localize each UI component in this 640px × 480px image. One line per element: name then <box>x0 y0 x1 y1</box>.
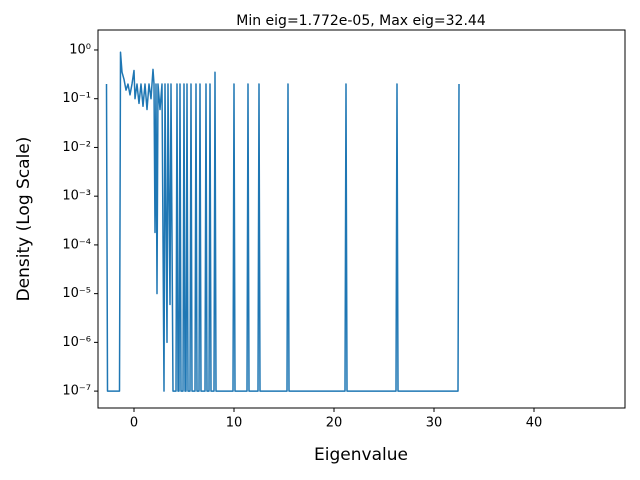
y-tick-label: 10⁻⁵ <box>62 286 91 301</box>
x-tick-label: 0 <box>130 416 138 431</box>
y-tick-label: 10⁰ <box>69 42 91 57</box>
x-tick-label: 30 <box>426 416 443 431</box>
x-tick-label: 10 <box>226 416 243 431</box>
y-axis-label: Density (Log Scale) <box>14 137 34 302</box>
y-tick-label: 10⁻³ <box>62 189 91 204</box>
x-tick-label: 20 <box>326 416 343 431</box>
plot-frame <box>97 29 626 409</box>
data-line <box>105 51 460 392</box>
y-tick-label: 10⁻⁶ <box>62 335 91 350</box>
x-axis-label: Eigenvalue <box>314 445 408 465</box>
y-tick-label: 10⁻¹ <box>62 91 91 106</box>
y-tick-label: 10⁻² <box>62 140 91 155</box>
y-tick-label: 10⁻⁴ <box>62 237 91 252</box>
x-tick-label: 40 <box>526 416 543 431</box>
chart-title: Min eig=1.772e-05, Max eig=32.44 <box>236 13 486 29</box>
y-tick-label: 10⁻⁷ <box>62 384 91 399</box>
